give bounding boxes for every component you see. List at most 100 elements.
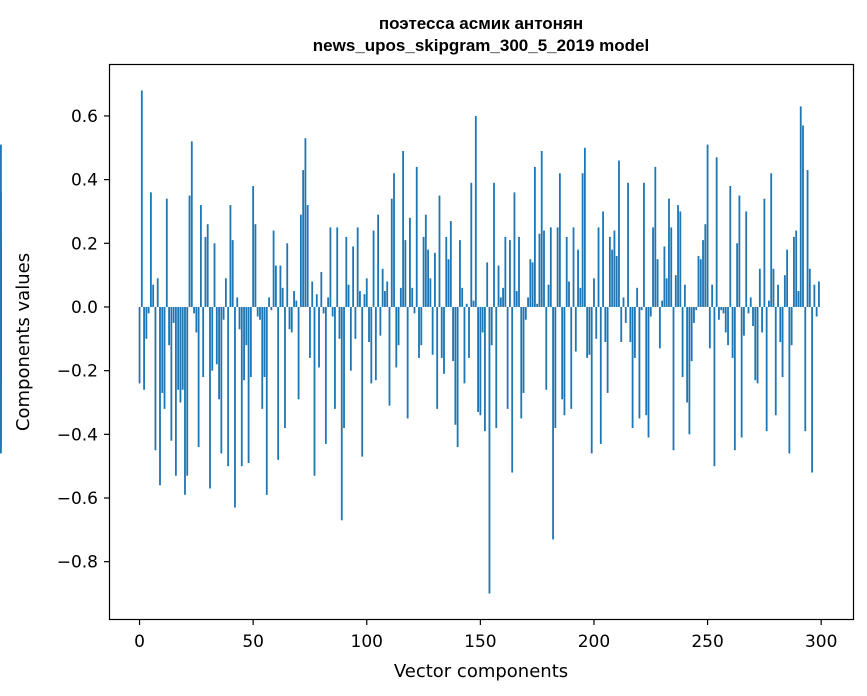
bar-component-278 (770, 173, 773, 307)
bar-component-208 (611, 249, 614, 307)
bar-component-164 (511, 306, 514, 473)
bar-component-38 (224, 278, 227, 307)
x-tick-label: 150 (464, 632, 496, 652)
x-axis-ticks: 0 50 100 150 200 250 300 (134, 619, 837, 652)
y-tick-label: −0.6 (57, 489, 98, 509)
bar-component-55 (263, 306, 266, 378)
bar-component-181 (549, 227, 552, 307)
bar-component-147 (472, 300, 475, 307)
bar-component-124 (420, 306, 423, 346)
bar-component-97 (359, 291, 361, 307)
bar-component-256 (720, 306, 723, 311)
bar-component-5 (149, 192, 152, 307)
bar-component-261 (731, 306, 734, 358)
bar-component-6 (152, 284, 155, 307)
bar-component-295 (808, 268, 811, 307)
bar-component-159 (499, 297, 502, 307)
bar-component-24 (193, 306, 195, 314)
bar-component-179 (545, 306, 548, 390)
bar-component-91 (345, 236, 348, 307)
bar-component-233 (668, 198, 670, 307)
bar-component-206 (606, 306, 609, 393)
bar-component-96 (356, 227, 359, 307)
bar-component-142 (461, 287, 464, 307)
x-tick-label: 250 (691, 632, 723, 652)
bar-component-88 (338, 306, 341, 339)
x-tick-label: 300 (805, 632, 837, 652)
bar-component-138 (452, 306, 455, 362)
bar-component-9 (159, 306, 161, 486)
bar-component-130 (434, 252, 436, 307)
bar-component-160 (502, 287, 504, 307)
bar-component-19 (181, 306, 184, 390)
bar-component-32 (211, 306, 214, 371)
bar-component-137 (449, 221, 452, 307)
bar-component-21 (186, 306, 189, 476)
bar-component-262 (733, 306, 736, 451)
bar-component-210 (615, 256, 618, 307)
bar-component-193 (577, 249, 579, 307)
bar-component-117 (404, 240, 407, 307)
bar-component-112 (393, 173, 395, 307)
bar-component-195 (581, 173, 584, 307)
bar-component-48 (247, 306, 250, 463)
bar-component-125 (422, 236, 425, 307)
bar-component-276 (765, 306, 768, 432)
bar-component-255 (718, 306, 720, 320)
bar-component-47 (245, 306, 248, 346)
bar-component-213 (622, 297, 625, 307)
bar-component-169 (522, 306, 525, 393)
bar-component-268 (747, 306, 750, 314)
bar-component-100 (365, 278, 368, 307)
bar-component-140 (456, 306, 459, 448)
bar-component-177 (540, 150, 543, 307)
bar-component-217 (631, 306, 634, 428)
bar-component-285 (786, 249, 789, 307)
bar-component-79 (318, 306, 320, 368)
y-tick-label: 0.6 (71, 107, 98, 127)
bar-component-251 (708, 306, 711, 349)
bar-component-27 (199, 205, 202, 307)
bar-component-267 (745, 211, 748, 307)
bar-component-18 (179, 306, 182, 403)
y-tick-label: −0.4 (57, 425, 98, 445)
y-axis-ticks: −0.8 −0.6 −0.4 −0.2 0.0 0.2 0.4 0.6 (57, 107, 110, 573)
bar-component-263 (736, 243, 739, 307)
bar-component-228 (656, 259, 659, 307)
bar-component-194 (579, 287, 582, 307)
bar-component-11 (163, 306, 166, 409)
bar-component-132 (438, 195, 441, 307)
bar-component-203 (599, 306, 602, 444)
bar-component-253 (713, 306, 716, 467)
bar-component-107 (381, 268, 384, 307)
bar-component-178 (543, 230, 545, 307)
bar-component-174 (533, 166, 536, 307)
bar-component-265 (740, 306, 743, 438)
bar-component-280 (774, 306, 777, 416)
bar-component-70 (297, 306, 300, 400)
bar-component-221 (640, 306, 643, 311)
bar-component-299 (818, 281, 820, 307)
bar-component-94 (352, 246, 355, 307)
bar-component-184 (556, 227, 559, 307)
bar-component-59 (272, 230, 275, 307)
bar-component-46 (243, 306, 245, 381)
bar-component-190 (570, 306, 573, 409)
bar-component-275 (763, 198, 766, 307)
bar-component-43 (236, 297, 239, 307)
bar-component-220 (638, 306, 641, 419)
bar-component-51 (254, 224, 257, 307)
bar-component-161 (504, 236, 507, 307)
y-tick-label: −0.8 (57, 553, 98, 573)
bar-component-215 (627, 182, 629, 307)
bar-component-171 (527, 297, 529, 307)
bar-component-156 (493, 182, 495, 307)
bar-component-198 (588, 306, 591, 355)
y-tick-label: −0.2 (57, 362, 98, 382)
bar-component-35 (218, 306, 220, 400)
bar-component-145 (468, 306, 470, 358)
bar-component-undefined (0, 306, 2, 381)
bar-component-293 (804, 306, 807, 432)
bar-component-111 (390, 198, 393, 307)
bar-component-246 (697, 256, 700, 307)
